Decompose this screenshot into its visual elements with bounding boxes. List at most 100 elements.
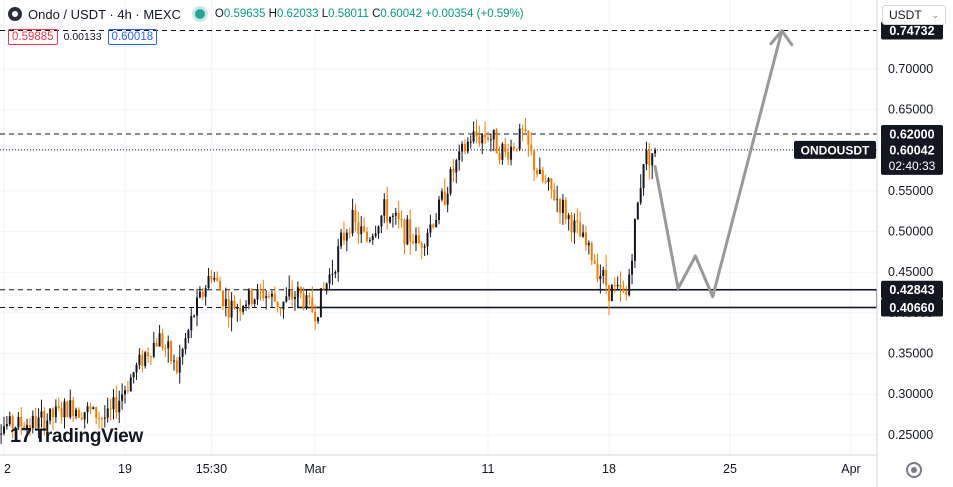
candle-body [17,417,20,428]
candle-body [458,151,461,161]
candle-body [616,284,619,287]
candle-body [262,289,265,298]
candle-body [322,288,325,290]
candle-body [582,232,585,237]
candle-body [245,304,247,307]
currency-select[interactable]: USDT ⌄ [882,5,946,25]
candle-body [75,409,78,417]
candle-body [455,160,458,173]
candle-body [236,307,239,310]
level-price-label-bg [881,280,943,299]
candle-body [576,220,579,222]
candle-body [633,219,636,261]
price-axis-bg [877,0,953,487]
candle-body [224,299,227,307]
candle-body [579,221,582,237]
candle-body [412,241,415,244]
candle-body [141,354,144,367]
candle-body [380,215,383,227]
candle-body [340,232,343,247]
ask-price[interactable]: 0.60018 [107,29,158,45]
candle-body [564,199,567,220]
candle-body [507,152,510,160]
candle-body [184,338,187,350]
symbol-title[interactable]: Ondo / USDT · 4h · MEXC [28,6,181,22]
candle-body [126,390,129,392]
candle-body [331,273,334,275]
candle-body [628,274,631,296]
candle-body [0,433,3,435]
candle-body [302,293,305,308]
candle-body [112,397,115,409]
ohlc-values: O0.59635 H0.62033 L0.58011 C0.60042 +0.0… [214,8,524,20]
candle-body [98,418,101,420]
candle-body [190,315,193,331]
candle-body [8,416,11,425]
candle-body [556,199,559,201]
candle-body [512,146,515,149]
candle-body [135,364,138,373]
bid-price[interactable]: 0.59885 [8,29,58,45]
candle-body [149,356,152,358]
candle-body [83,412,86,420]
candle-body [193,315,196,317]
candle-body [596,263,599,280]
support-zone [297,288,878,309]
candle-body [334,272,337,274]
candle-body [452,169,455,173]
candle-body [400,218,403,220]
candle-body [221,290,224,307]
candle-body [538,169,541,175]
candle-body [466,141,469,152]
candle-body [37,417,40,428]
candle-body [40,411,43,418]
candle-body [443,191,446,205]
candle-body [625,291,628,296]
candle-body [409,219,412,242]
candle-body [276,301,279,308]
candle-body [207,275,210,289]
candle-body [268,296,271,298]
candle-body [602,269,605,276]
y-tick-label: 0.30000 [888,387,933,401]
candle-body [314,311,317,322]
candle-body [106,408,109,418]
candle-body [469,141,472,143]
candle-body [63,401,66,418]
candle-body [654,149,657,154]
candle-body [259,289,262,291]
candle-body [270,293,273,297]
candle-body [461,143,464,152]
candle-body [196,297,199,316]
candle-body [584,232,587,246]
market-status-icon[interactable] [194,9,205,19]
zone-rect [297,288,878,309]
candle-body [489,139,492,141]
candle-body [170,341,173,362]
candle-body [547,178,550,183]
candle-body [11,416,14,429]
level-price-label: 0.40660 [889,301,934,315]
settings-gear-icon[interactable] [906,462,922,478]
horizontal-levels [0,30,877,308]
candle-body [216,277,219,281]
current-price-label-bg [881,140,943,175]
candle-body [124,390,126,395]
candle-body [164,347,167,349]
candle-body [247,289,250,305]
candle-body [109,408,112,410]
level-price-label: 0.74732 [889,24,934,38]
candle-body [484,134,487,138]
candle-body [60,408,63,418]
candle-body [213,277,216,280]
candle-body [544,181,547,183]
candle-body [449,169,452,194]
candle-body [363,226,366,232]
candle-body [518,128,521,150]
candle-body [593,260,596,264]
x-tick-label: 15:30 [196,462,227,476]
candles [0,117,657,444]
candle-body [147,352,150,357]
